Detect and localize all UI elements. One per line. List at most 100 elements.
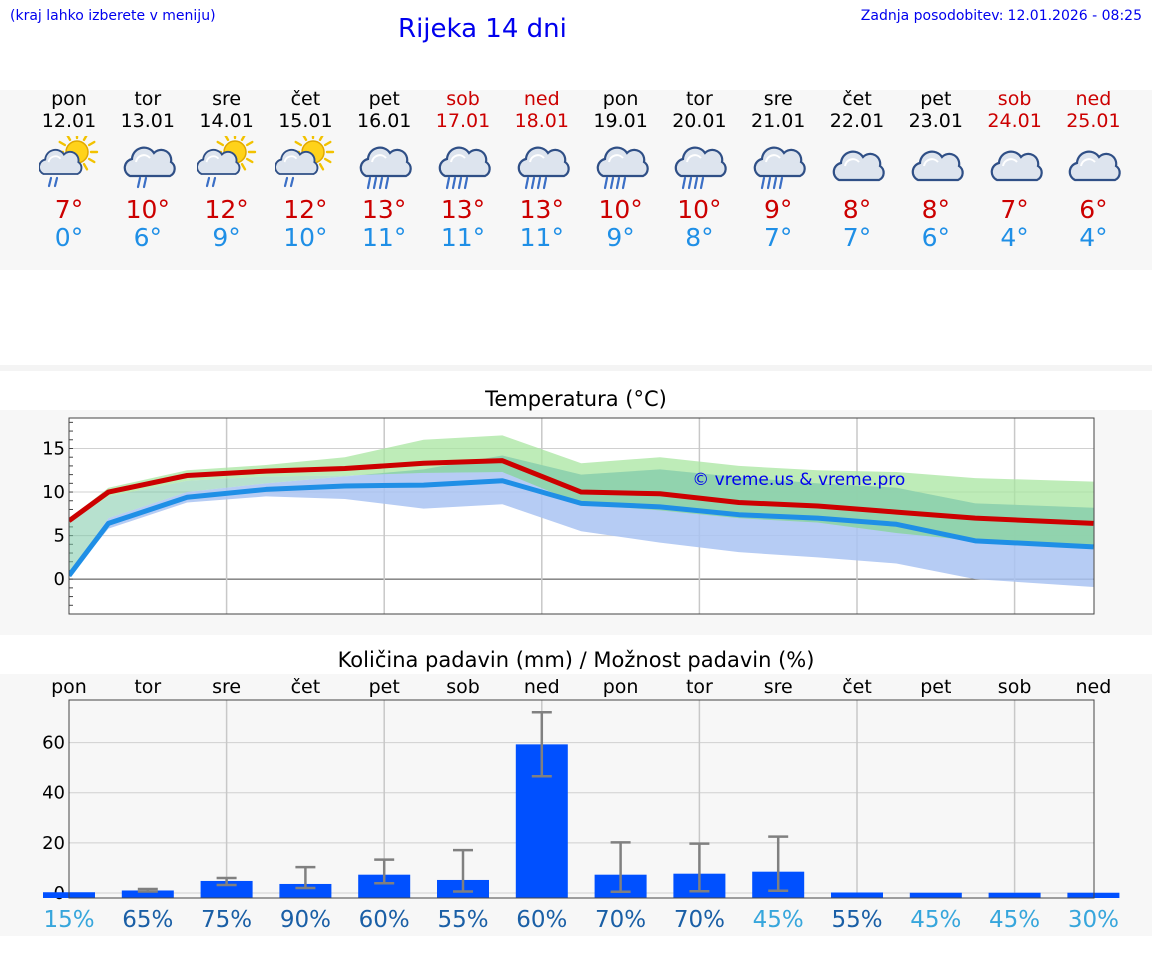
max-temperature: 8° (842, 195, 872, 224)
precipitation-bar (909, 892, 962, 898)
day-column: pet 23.01 8° 6° (896, 88, 976, 252)
temperature-plot-frame (68, 417, 1095, 615)
precipitation-chart-title: Količina padavin (mm) / Možnost padavin … (337, 648, 815, 672)
precipitation-y-tick: 60 (42, 733, 65, 754)
cloud-icon (1069, 150, 1122, 182)
precipitation-probability: 45% (910, 907, 961, 933)
precipitation-day-label: sob (446, 676, 480, 698)
day-column: sob 24.01 7° 4° (975, 88, 1055, 252)
min-temperature: 10° (283, 223, 328, 252)
day-name: tor (134, 88, 162, 110)
day-name: pet (920, 88, 952, 110)
min-temperature: 8° (685, 223, 714, 252)
day-name: sob (446, 88, 480, 110)
max-temperature: 9° (763, 195, 793, 224)
day-date: 13.01 (120, 110, 175, 132)
sun-cloud-rain-icon (39, 136, 99, 188)
precipitation-y-tick: 20 (42, 833, 65, 854)
day-date: 21.01 (750, 110, 806, 132)
precipitation-day-label: pon (51, 676, 87, 698)
min-temperature: 6° (921, 223, 950, 252)
temperature-y-tick: 5 (54, 526, 65, 547)
precipitation-probability: 75% (201, 907, 252, 933)
precipitation-day-label: sre (764, 676, 793, 698)
precipitation-plot-frame (68, 699, 1095, 899)
max-temperature: 13° (519, 195, 564, 224)
precipitation-probability: 60% (516, 907, 567, 933)
cloud-rain-icon (123, 146, 176, 189)
precipitation-bar (1067, 892, 1120, 898)
min-temperature: 0° (54, 223, 84, 252)
day-column: sob 17.01 13° 11° (423, 88, 503, 252)
day-column: sre 21.01 9° 7° (738, 88, 818, 252)
precipitation-y-tick: 40 (42, 783, 65, 804)
day-name: čet (842, 88, 872, 110)
day-date: 18.01 (514, 110, 569, 132)
cloud-icon (832, 150, 885, 182)
day-name: pet (368, 88, 400, 110)
precipitation-day-label: sre (212, 676, 241, 698)
precipitation-bar (200, 880, 253, 898)
precipitation-bar (279, 883, 332, 898)
max-temperature: 10° (125, 195, 170, 224)
day-name: sre (212, 88, 242, 110)
precipitation-probability: 70% (595, 907, 646, 933)
temperature-y-tick: 15 (42, 438, 65, 459)
cloud-heavy-rain-icon (359, 146, 412, 190)
min-temperature: 11° (440, 223, 486, 252)
day-date: 20.01 (672, 110, 727, 132)
last-update-value: 12.01.2026 - 08:25 (1007, 8, 1142, 24)
day-column: sre 14.01 12° 9° (187, 88, 267, 252)
cloud-heavy-rain-icon (517, 146, 570, 190)
precipitation-day-label: pet (920, 676, 951, 698)
min-temperature: 7° (842, 223, 872, 252)
precipitation-bar (358, 874, 411, 898)
page-title: Rijeka 14 dni (398, 14, 567, 44)
precipitation-probability: 55% (437, 907, 488, 933)
day-name: sob (997, 88, 1032, 110)
day-name: čet (290, 88, 321, 110)
day-date: 14.01 (199, 110, 254, 132)
day-name: sre (763, 88, 793, 110)
cloud-icon (911, 150, 964, 182)
day-date: 24.01 (987, 110, 1042, 132)
day-date: 22.01 (829, 110, 885, 132)
cloud-heavy-rain-icon (596, 146, 649, 190)
day-date: 16.01 (356, 110, 412, 132)
max-temperature: 13° (362, 195, 407, 224)
min-temperature: 11° (519, 223, 564, 252)
cloud-icon (990, 150, 1043, 182)
max-temperature-line (69, 458, 1094, 526)
sun-cloud-rain-icon (275, 136, 335, 188)
max-temperature: 7° (1000, 195, 1029, 224)
precipitation-day-label: ned (1076, 676, 1112, 698)
day-column: ned 25.01 6° 4° (1053, 88, 1133, 252)
day-date: 19.01 (593, 110, 648, 132)
precipitation-day-label: čet (842, 676, 872, 698)
day-name: ned (1075, 88, 1112, 110)
day-name: pon (51, 88, 87, 110)
precipitation-day-label: čet (291, 676, 321, 698)
watermark: © vreme.us & vreme.pro (692, 470, 905, 490)
precipitation-day-label: pet (369, 676, 400, 698)
last-update-label: Zadnja posodobitev: (860, 8, 1004, 24)
max-temperature: 10° (598, 195, 643, 224)
max-temperature: 10° (677, 195, 722, 224)
last-update: Zadnja posodobitev: 12.01.2026 - 08:25 (857, 8, 1142, 24)
day-name: ned (523, 88, 560, 110)
min-temperature-line (69, 478, 1094, 578)
cloud-heavy-rain-icon (753, 146, 806, 190)
max-temperature: 12° (204, 195, 249, 224)
day-column: tor 13.01 10° 6° (108, 88, 188, 252)
precipitation-day-label: ned (524, 676, 560, 698)
min-temperature: 9° (212, 223, 241, 252)
max-temperature: 6° (1079, 195, 1108, 224)
day-name: pon (602, 88, 639, 110)
max-temperature: 13° (440, 195, 486, 224)
day-date: 25.01 (1066, 110, 1121, 132)
min-temperature: 9° (606, 223, 635, 252)
day-column: čet 22.01 8° 7° (817, 88, 897, 252)
day-column: pet 16.01 13° 11° (344, 88, 424, 252)
precipitation-day-label: tor (134, 676, 161, 698)
